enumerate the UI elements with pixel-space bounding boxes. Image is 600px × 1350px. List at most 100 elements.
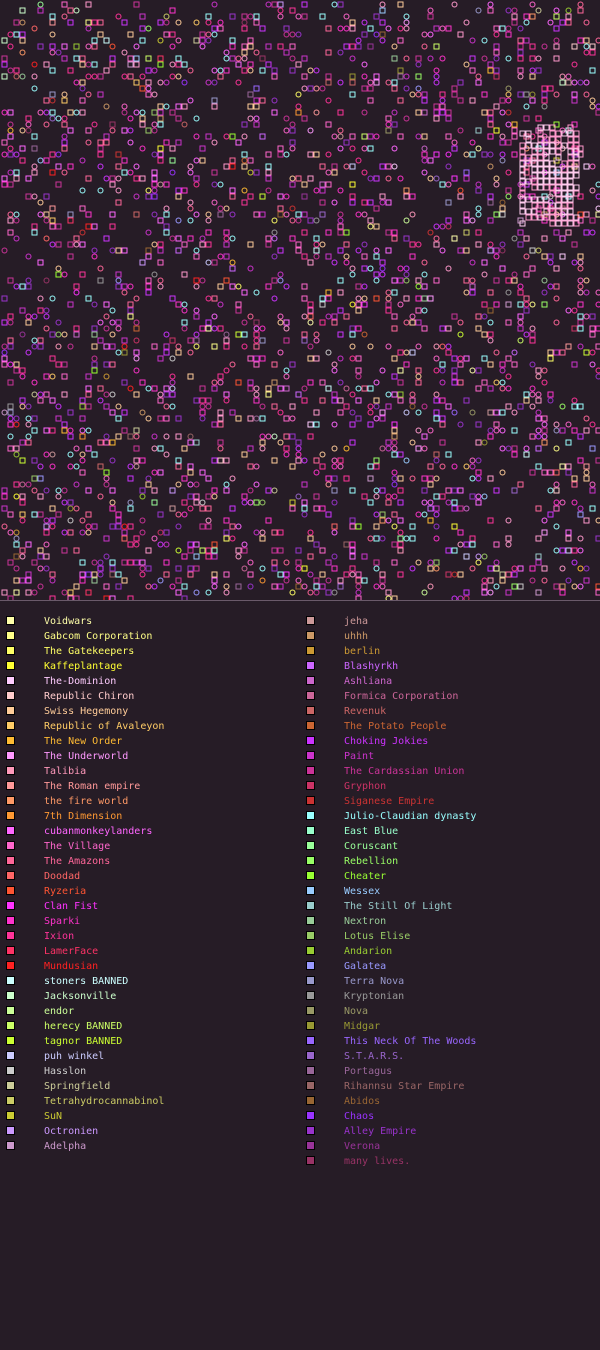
- planet-marker[interactable]: [573, 214, 580, 221]
- planet-marker[interactable]: [7, 169, 14, 176]
- planet-marker[interactable]: [355, 355, 362, 362]
- planet-marker[interactable]: [379, 517, 386, 524]
- planet-marker[interactable]: [343, 139, 350, 146]
- planet-marker[interactable]: [595, 205, 600, 212]
- planet-marker[interactable]: [205, 505, 212, 512]
- planet-marker[interactable]: [397, 277, 404, 284]
- planet-marker[interactable]: [519, 166, 526, 173]
- planet-marker[interactable]: [259, 535, 266, 542]
- planet-marker[interactable]: [181, 61, 188, 68]
- planet-marker[interactable]: [25, 121, 32, 128]
- planet-marker[interactable]: [85, 373, 92, 380]
- planet-marker[interactable]: [397, 25, 404, 32]
- planet-marker[interactable]: [577, 79, 584, 86]
- planet-marker[interactable]: [535, 7, 542, 14]
- planet-marker[interactable]: [307, 571, 314, 578]
- planet-marker[interactable]: [13, 235, 20, 242]
- planet-marker[interactable]: [517, 73, 524, 80]
- planet-marker[interactable]: [97, 319, 104, 326]
- planet-marker[interactable]: [319, 241, 326, 248]
- planet-marker[interactable]: [19, 481, 26, 488]
- planet-marker[interactable]: [577, 403, 584, 410]
- planet-marker[interactable]: [13, 151, 20, 158]
- planet-marker[interactable]: [349, 391, 356, 398]
- planet-marker[interactable]: [211, 547, 218, 554]
- planet-marker[interactable]: [523, 103, 530, 110]
- planet-marker[interactable]: [565, 529, 572, 536]
- planet-marker[interactable]: [385, 439, 392, 446]
- legend-item[interactable]: The Still Of Light: [300, 899, 590, 914]
- planet-marker[interactable]: [463, 61, 470, 68]
- planet-marker[interactable]: [91, 253, 98, 260]
- planet-marker[interactable]: [439, 361, 446, 368]
- planet-marker[interactable]: [571, 61, 578, 68]
- planet-marker[interactable]: [559, 565, 566, 572]
- planet-marker[interactable]: [583, 211, 590, 218]
- planet-marker[interactable]: [91, 559, 98, 566]
- planet-marker[interactable]: [397, 517, 404, 524]
- planet-marker[interactable]: [1, 295, 8, 302]
- planet-marker[interactable]: [109, 55, 116, 62]
- planet-marker[interactable]: [385, 247, 392, 254]
- legend-item[interactable]: jeha: [300, 614, 590, 629]
- planet-marker[interactable]: [157, 355, 164, 362]
- planet-marker[interactable]: [433, 457, 440, 464]
- planet-marker[interactable]: [555, 166, 562, 173]
- planet-marker[interactable]: [7, 229, 14, 236]
- planet-marker[interactable]: [181, 325, 188, 332]
- planet-marker[interactable]: [481, 91, 488, 98]
- planet-marker[interactable]: [61, 91, 68, 98]
- planet-marker[interactable]: [259, 55, 266, 62]
- planet-marker[interactable]: [571, 397, 578, 404]
- planet-marker[interactable]: [115, 583, 122, 590]
- planet-marker[interactable]: [199, 385, 206, 392]
- planet-marker[interactable]: [583, 565, 590, 572]
- planet-marker[interactable]: [73, 79, 80, 86]
- planet-marker[interactable]: [531, 184, 538, 191]
- planet-marker[interactable]: [549, 136, 556, 143]
- planet-marker[interactable]: [475, 493, 482, 500]
- planet-marker[interactable]: [193, 481, 200, 488]
- planet-marker[interactable]: [331, 199, 338, 206]
- planet-marker[interactable]: [73, 43, 80, 50]
- planet-marker[interactable]: [577, 565, 584, 572]
- planet-marker[interactable]: [115, 433, 122, 440]
- planet-marker[interactable]: [97, 163, 104, 170]
- planet-marker[interactable]: [271, 277, 278, 284]
- planet-marker[interactable]: [505, 193, 512, 200]
- planet-marker[interactable]: [121, 427, 128, 434]
- planet-marker[interactable]: [421, 157, 428, 164]
- planet-marker[interactable]: [439, 421, 446, 428]
- planet-marker[interactable]: [475, 73, 482, 80]
- planet-marker[interactable]: [85, 571, 92, 578]
- planet-marker[interactable]: [493, 583, 500, 590]
- planet-marker[interactable]: [133, 535, 140, 542]
- planet-marker[interactable]: [481, 109, 488, 116]
- planet-marker[interactable]: [19, 307, 26, 314]
- planet-marker[interactable]: [61, 487, 68, 494]
- planet-marker[interactable]: [355, 367, 362, 374]
- planet-marker[interactable]: [433, 409, 440, 416]
- planet-marker[interactable]: [541, 301, 548, 308]
- planet-marker[interactable]: [349, 91, 356, 98]
- planet-marker[interactable]: [205, 259, 212, 266]
- planet-marker[interactable]: [367, 463, 374, 470]
- planet-marker[interactable]: [265, 175, 272, 182]
- planet-marker[interactable]: [573, 190, 580, 197]
- planet-marker[interactable]: [169, 169, 176, 176]
- planet-marker[interactable]: [571, 427, 578, 434]
- legend-item[interactable]: Ixion: [0, 929, 290, 944]
- planet-marker[interactable]: [433, 109, 440, 116]
- planet-marker[interactable]: [541, 277, 548, 284]
- planet-marker[interactable]: [361, 73, 368, 80]
- planet-marker[interactable]: [223, 55, 230, 62]
- planet-marker[interactable]: [595, 583, 600, 590]
- legend-item[interactable]: Talibia: [0, 764, 290, 779]
- planet-marker[interactable]: [355, 301, 362, 308]
- planet-marker[interactable]: [427, 565, 434, 572]
- planet-marker[interactable]: [511, 427, 518, 434]
- planet-marker[interactable]: [193, 247, 200, 254]
- planet-marker[interactable]: [343, 241, 350, 248]
- legend-item[interactable]: Doodad: [0, 869, 290, 884]
- planet-marker[interactable]: [61, 589, 68, 596]
